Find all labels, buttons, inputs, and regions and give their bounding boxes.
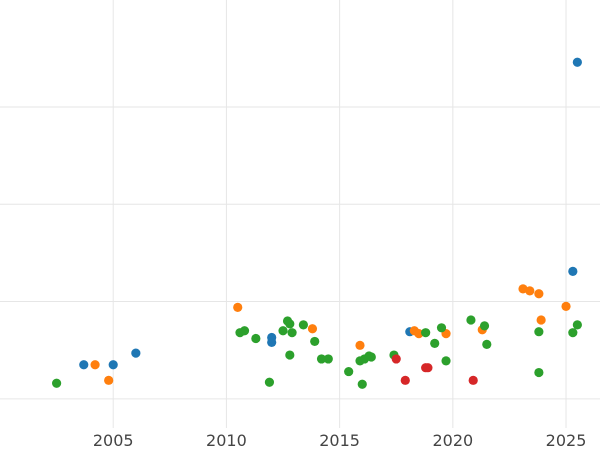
data-point-s2-10 — [298, 320, 308, 330]
x-tick-labels: 2005 2010 2015 2020 2025 — [93, 431, 587, 450]
data-point-s2-5 — [278, 326, 288, 336]
data-point-s3-1 — [400, 375, 410, 385]
data-point-s1-0 — [90, 360, 100, 370]
data-point-s1-13 — [561, 301, 571, 312]
data-point-s3-3 — [423, 363, 433, 373]
x-tick-label-2025: 2025 — [546, 431, 587, 450]
data-point-s1-1 — [104, 375, 114, 385]
data-point-s3-4 — [468, 375, 478, 385]
data-point-s0-0 — [79, 360, 89, 370]
data-point-s0-1 — [108, 360, 118, 370]
data-point-s2-14 — [344, 366, 354, 377]
data-point-s2-25 — [466, 315, 476, 325]
points-layer — [52, 57, 582, 389]
data-point-s1-12 — [536, 315, 546, 325]
data-point-s3-0 — [391, 354, 401, 364]
data-point-s2-23 — [436, 323, 447, 333]
data-point-s2-22 — [430, 338, 440, 348]
x-tick-label-2020: 2020 — [432, 431, 473, 450]
grid-layer — [0, 0, 600, 428]
data-point-s2-27 — [482, 339, 492, 349]
data-point-s2-13 — [323, 354, 333, 364]
data-point-s2-4 — [264, 377, 275, 387]
data-point-s2-21 — [421, 328, 431, 338]
data-point-s2-3 — [251, 333, 261, 344]
data-point-s1-4 — [355, 340, 365, 350]
x-tick-label-2005: 2005 — [93, 431, 134, 450]
data-point-s2-2 — [239, 326, 250, 336]
data-point-s2-19 — [366, 352, 376, 362]
data-point-s2-9 — [287, 328, 297, 338]
data-point-s0-2 — [131, 348, 141, 358]
data-point-s2-8 — [285, 350, 295, 360]
data-point-s2-7 — [285, 319, 295, 329]
data-point-s1-10 — [525, 286, 535, 296]
x-tick-label-2015: 2015 — [319, 431, 360, 450]
data-point-s2-31 — [572, 320, 582, 330]
data-point-s1-2 — [233, 302, 243, 312]
data-point-s1-11 — [534, 289, 544, 299]
data-point-s2-24 — [441, 356, 451, 366]
data-point-s0-6 — [568, 266, 578, 276]
data-point-s2-0 — [52, 378, 62, 388]
data-point-s0-7 — [572, 57, 582, 67]
data-point-s2-29 — [534, 367, 544, 378]
data-point-s0-4 — [267, 332, 277, 343]
data-point-s2-16 — [357, 379, 367, 389]
data-point-s2-30 — [568, 328, 578, 338]
data-point-s2-26 — [479, 321, 490, 331]
data-point-s1-3 — [307, 324, 318, 334]
data-point-s2-12 — [316, 354, 327, 364]
x-tick-label-2010: 2010 — [206, 431, 247, 450]
data-point-s1-6 — [414, 329, 424, 339]
data-point-s2-11 — [310, 336, 320, 347]
data-point-s2-28 — [534, 327, 544, 337]
